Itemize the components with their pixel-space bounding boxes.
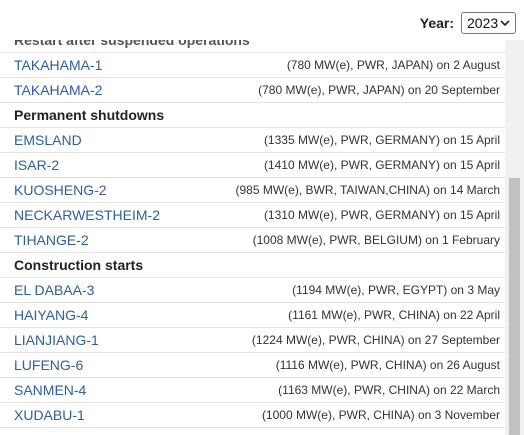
section-heading-restart: Restart after suspended operations	[0, 40, 505, 53]
reactor-link[interactable]: EL DABAA-3	[14, 282, 95, 298]
reactor-detail: (1000 MW(e), PWR, CHINA) on 3 November	[261, 408, 500, 422]
reactor-link[interactable]: KUOSHENG-2	[14, 182, 107, 198]
year-filter-bar: Year: 2023	[0, 0, 524, 40]
reactor-detail: (1161 MW(e), PWR, CHINA) on 22 April	[288, 308, 500, 322]
reactor-detail: (1008 MW(e), PWR, BELGIUM) on 1 February	[252, 233, 500, 247]
reactor-detail: (1224 MW(e), PWR, CHINA) on 27 September	[251, 333, 500, 347]
list-item: NECKARWESTHEIM-2 (1310 MW(e), PWR, GERMA…	[0, 203, 505, 228]
list-item: EMSLAND (1335 MW(e), PWR, GERMANY) on 15…	[0, 128, 505, 153]
reactor-detail: (1194 MW(e), PWR, EGYPT) on 3 May	[292, 283, 500, 297]
section-heading-construction: Construction starts	[0, 253, 505, 278]
list-item: EL DABAA-3 (1194 MW(e), PWR, EGYPT) on 3…	[0, 278, 505, 303]
reactor-link[interactable]: HAIYANG-4	[14, 307, 89, 323]
year-select-value: 2023	[467, 15, 499, 31]
reactor-detail: (780 MW(e), PWR, JAPAN) on 20 September	[258, 83, 500, 97]
reactor-detail: (1335 MW(e), PWR, GERMANY) on 15 April	[263, 133, 500, 147]
reactor-link[interactable]: SANMEN-4	[14, 382, 87, 398]
reactor-link[interactable]: TAKAHAMA-1	[14, 57, 103, 73]
reactor-link[interactable]: TAKAHAMA-2	[14, 82, 103, 98]
list-item: KUOSHENG-2 (985 MW(e), BWR, TAIWAN,CHINA…	[0, 178, 505, 203]
reactor-link[interactable]: TIHANGE-2	[14, 232, 89, 248]
chevron-down-icon	[500, 20, 510, 27]
list-item: TIHANGE-2 (1008 MW(e), PWR, BELGIUM) on …	[0, 228, 505, 253]
reactor-link[interactable]: XUDABU-1	[14, 407, 85, 423]
scrollbar-thumb[interactable]	[509, 178, 520, 435]
reactor-detail: (985 MW(e), BWR, TAIWAN,CHINA) on 14 Mar…	[235, 183, 501, 197]
list-item: TAKAHAMA-1 (780 MW(e), PWR, JAPAN) on 2 …	[0, 53, 505, 78]
reactor-detail: (1163 MW(e), PWR, CHINA) on 22 March	[278, 383, 500, 397]
reactor-link[interactable]: ISAR-2	[14, 157, 60, 173]
reactor-events-list: Restart after suspended operations TAKAH…	[0, 40, 505, 435]
reactor-link[interactable]: EMSLAND	[14, 132, 82, 148]
reactor-link[interactable]: LIANJIANG-1	[14, 332, 99, 348]
reactor-detail: (780 MW(e), PWR, JAPAN) on 2 August	[286, 58, 500, 72]
list-item: LUFENG-6 (1116 MW(e), PWR, CHINA) on 26 …	[0, 353, 505, 378]
reactor-link[interactable]: LUFENG-6	[14, 357, 84, 373]
list-item: XUDABU-1 (1000 MW(e), PWR, CHINA) on 3 N…	[0, 403, 505, 428]
reactor-events-list-content: Restart after suspended operations TAKAH…	[0, 40, 505, 428]
reactor-detail: (1410 MW(e), PWR, GERMANY) on 15 April	[263, 158, 500, 172]
year-select[interactable]: 2023	[461, 12, 516, 34]
list-item: LIANJIANG-1 (1224 MW(e), PWR, CHINA) on …	[0, 328, 505, 353]
list-item: SANMEN-4 (1163 MW(e), PWR, CHINA) on 22 …	[0, 378, 505, 403]
reactor-detail: (1310 MW(e), PWR, GERMANY) on 15 April	[263, 208, 500, 222]
reactor-detail: (1116 MW(e), PWR, CHINA) on 26 August	[275, 358, 500, 372]
list-item: TAKAHAMA-2 (780 MW(e), PWR, JAPAN) on 20…	[0, 78, 505, 103]
vertical-scrollbar[interactable]	[505, 40, 524, 435]
year-label: Year:	[419, 15, 454, 31]
section-heading-shutdowns: Permanent shutdowns	[0, 103, 505, 128]
list-item: HAIYANG-4 (1161 MW(e), PWR, CHINA) on 22…	[0, 303, 505, 328]
reactor-link[interactable]: NECKARWESTHEIM-2	[14, 207, 160, 223]
list-item: ISAR-2 (1410 MW(e), PWR, GERMANY) on 15 …	[0, 153, 505, 178]
